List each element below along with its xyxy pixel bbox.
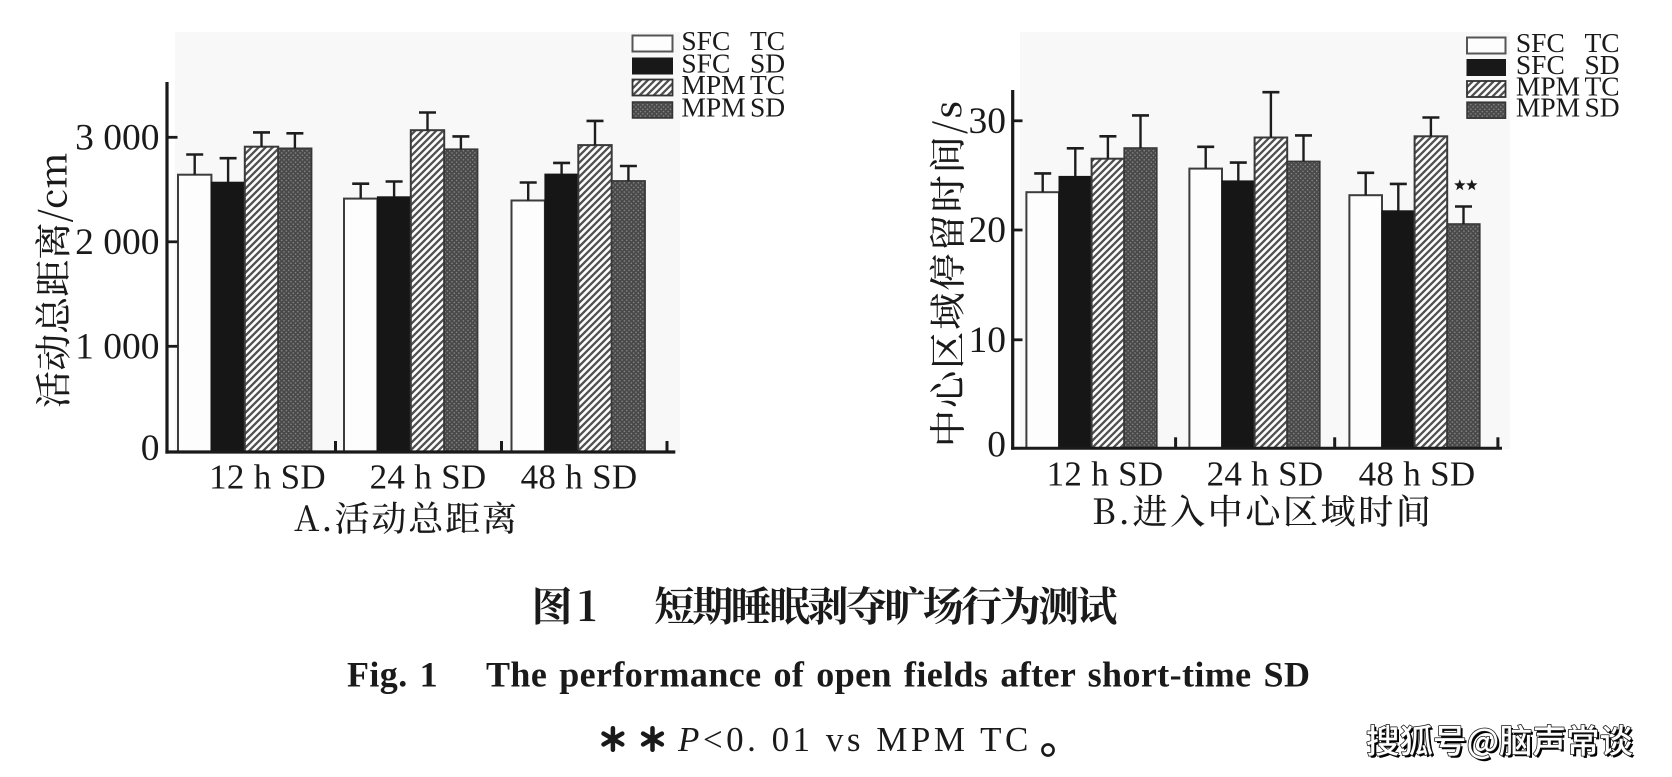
svg-text:Fig. 1 The performance of o: Fig. 1 The performance of open fields af… <box>347 655 1310 695</box>
svg-text:0: 0 <box>141 428 160 469</box>
svg-text:TC: TC <box>1585 27 1620 58</box>
svg-text:P<0. 01 vs MPM TC: P<0. 01 vs MPM TC <box>677 720 1032 759</box>
svg-text:24 h SD: 24 h SD <box>370 458 487 497</box>
svg-text:20: 20 <box>969 210 1007 251</box>
svg-text:MPM: MPM <box>681 91 745 122</box>
svg-text:SFC: SFC <box>681 47 730 78</box>
svg-text:2 000: 2 000 <box>75 222 159 263</box>
svg-text:TC: TC <box>750 25 785 56</box>
svg-text:3 000: 3 000 <box>75 118 159 159</box>
svg-text:10: 10 <box>969 320 1007 361</box>
svg-text:SFC: SFC <box>1516 27 1565 58</box>
svg-text:TC: TC <box>750 69 785 100</box>
svg-text:MPM: MPM <box>1516 92 1580 123</box>
svg-text:SD: SD <box>1585 92 1620 123</box>
svg-text:48 h SD: 48 h SD <box>521 458 638 497</box>
svg-text:SFC: SFC <box>681 25 730 56</box>
svg-text:SFC: SFC <box>1516 49 1565 80</box>
svg-text:12 h SD: 12 h SD <box>209 458 326 497</box>
svg-text:MPM: MPM <box>681 69 745 100</box>
svg-text:TC: TC <box>1585 70 1620 101</box>
svg-text:SD: SD <box>1585 49 1620 80</box>
svg-text:1 000: 1 000 <box>75 327 159 368</box>
svg-text:24 h SD: 24 h SD <box>1207 454 1324 493</box>
svg-text:SD: SD <box>750 47 785 78</box>
svg-text:SD: SD <box>750 91 785 122</box>
svg-text:12 h SD: 12 h SD <box>1047 454 1164 493</box>
svg-text:0: 0 <box>987 425 1006 466</box>
svg-text:30: 30 <box>969 101 1007 142</box>
svg-text:48 h SD: 48 h SD <box>1359 454 1476 493</box>
svg-text:MPM: MPM <box>1516 70 1580 101</box>
